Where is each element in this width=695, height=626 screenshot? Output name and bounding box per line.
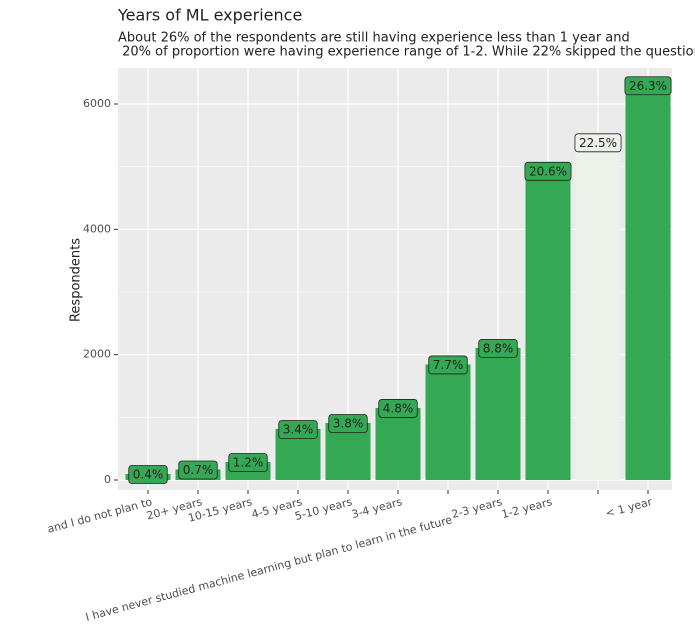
- bar: [375, 407, 421, 480]
- bar: [475, 347, 521, 480]
- bar-label: 20.6%: [529, 164, 567, 178]
- bar-label-box: [278, 420, 318, 439]
- bar-label: 3.8%: [333, 416, 364, 430]
- bar-label: 8.8%: [483, 341, 514, 355]
- bar: [625, 85, 671, 480]
- y-axis-title: Respondents: [69, 238, 84, 322]
- x-tick-label: I have never studied machine learning bu…: [84, 513, 454, 624]
- y-tick-label: 0: [104, 473, 111, 486]
- x-tick-label: 1-2 years: [500, 495, 554, 521]
- bar-label-box: [624, 76, 672, 96]
- bar-label: 3.4%: [283, 422, 314, 436]
- bar-label-box: [378, 399, 418, 418]
- bar-label: 1.2%: [233, 456, 264, 470]
- x-tick-label: 2-3 years: [450, 495, 504, 521]
- bar-label-box: [228, 453, 268, 472]
- bar: [425, 364, 471, 480]
- bar: [525, 170, 571, 480]
- x-tick-label: 5-10 years: [293, 495, 353, 523]
- bar-label-box: [128, 465, 168, 484]
- x-tick-label: 3-4 years: [350, 495, 404, 521]
- bar-label: 26.3%: [629, 79, 667, 93]
- grid: [118, 68, 672, 490]
- bar-label-box: [478, 338, 518, 358]
- x-tick-label: and I do not plan to: [46, 495, 154, 536]
- bar-label: 7.7%: [433, 358, 464, 372]
- y-tick-label: 6000: [83, 97, 111, 110]
- bar-label: 22.5%: [579, 136, 617, 150]
- chart-title: Years of ML experience: [117, 6, 302, 25]
- bar-label-box: [178, 460, 218, 480]
- bar: [575, 142, 621, 480]
- bar-label-box: [428, 355, 468, 375]
- y-tick-label: 2000: [83, 348, 111, 361]
- bar-label: 0.4%: [133, 467, 164, 481]
- bar-label: 4.8%: [383, 401, 414, 415]
- y-tick-label: 4000: [83, 222, 111, 235]
- x-tick-label: < 1 year: [604, 495, 654, 520]
- bar-label-box: [328, 414, 368, 433]
- bar-label-box: [574, 133, 622, 153]
- bar-label-box: [524, 161, 572, 181]
- bar-label: 0.7%: [183, 463, 214, 477]
- chart-subtitle: 20% of proportion were having experience…: [118, 45, 695, 60]
- chart-subtitle: About 26% of the respondents are still h…: [118, 31, 630, 46]
